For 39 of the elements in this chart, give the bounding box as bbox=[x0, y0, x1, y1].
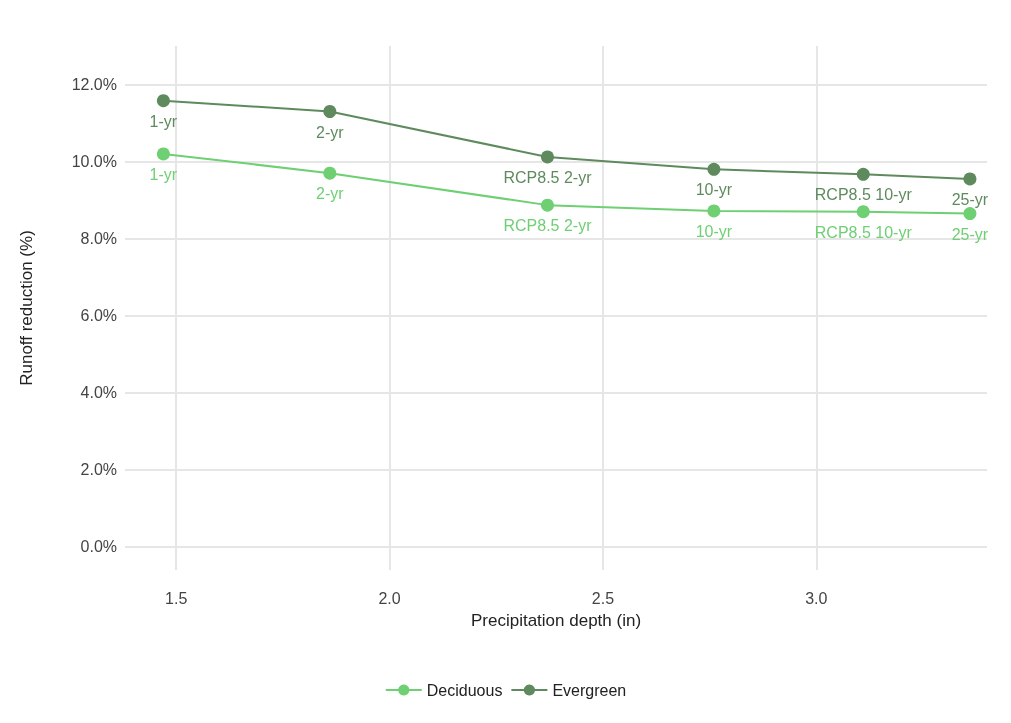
y-axis-title: Runoff reduction (%) bbox=[17, 230, 36, 386]
x-tick-label: 1.5 bbox=[165, 589, 188, 607]
x-tick-label: 2.0 bbox=[378, 589, 401, 607]
point bbox=[963, 172, 977, 186]
annotation: RCP8.5 2-yr bbox=[503, 217, 593, 235]
annotation: 2-yr bbox=[316, 123, 345, 141]
point bbox=[707, 162, 721, 176]
point bbox=[156, 94, 170, 108]
annotation: RCP8.5 2-yr bbox=[503, 168, 593, 186]
annotation: RCP8.5 10-yr bbox=[814, 186, 913, 204]
point bbox=[707, 204, 721, 218]
y-tick-label: 12.0% bbox=[71, 76, 117, 94]
y-tick-label: 6.0% bbox=[80, 307, 117, 325]
point bbox=[540, 198, 554, 212]
annotation: 25-yr bbox=[951, 190, 989, 208]
legend-label: Evergreen bbox=[552, 681, 627, 699]
point bbox=[323, 105, 337, 118]
annotation: 10-yr bbox=[695, 222, 733, 240]
point bbox=[963, 207, 977, 221]
legend-label: Deciduous bbox=[426, 681, 503, 699]
y-tick-label: 0.0% bbox=[80, 538, 117, 556]
y-tick-label: 2.0% bbox=[80, 461, 117, 479]
x-tick-label: 3.0 bbox=[805, 589, 828, 607]
x-tick-label: 2.5 bbox=[591, 589, 615, 607]
annotation: RCP8.5 10-yr bbox=[814, 223, 913, 241]
point bbox=[540, 150, 554, 164]
point bbox=[323, 166, 337, 180]
y-tick-label: 8.0% bbox=[80, 230, 117, 248]
annotation: 2-yr bbox=[316, 185, 345, 203]
point bbox=[856, 167, 870, 181]
point bbox=[156, 147, 170, 161]
y-tick-label: 10.0% bbox=[71, 153, 117, 171]
annotation: 10-yr bbox=[695, 181, 733, 199]
x-axis-title: Precipitation depth (in) bbox=[470, 611, 642, 630]
annotation: 1-yr bbox=[149, 165, 178, 183]
y-tick-label: 4.0% bbox=[80, 384, 117, 402]
annotation: 25-yr bbox=[951, 225, 989, 243]
annotation: 1-yr bbox=[149, 112, 178, 130]
point bbox=[856, 205, 870, 219]
